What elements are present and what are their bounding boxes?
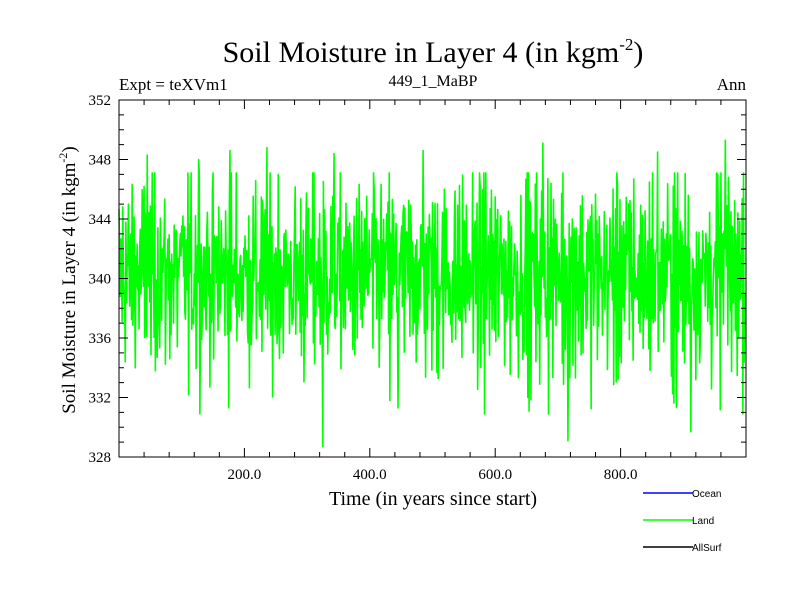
svg-text:Soil Moisture in Layer 4 (in k: Soil Moisture in Layer 4 (in kgm-2) (56, 146, 80, 414)
experiment-label: Expt = teXVm1 (119, 75, 228, 94)
chart-title-superscript: -2 (619, 35, 633, 54)
chart-title-text: Soil Moisture in Layer 4 (in kgm (223, 36, 620, 69)
x-tick-label: 200.0 (228, 467, 262, 483)
y-axis-label-superscript: -2 (56, 153, 70, 163)
y-tick-label: 328 (89, 450, 112, 466)
y-tick-label: 348 (89, 153, 112, 169)
x-axis-label: Time (in years since start) (329, 488, 537, 510)
legend: Ocean Land AllSurf (643, 489, 722, 554)
legend-allsurf-label: AllSurf (692, 543, 722, 554)
y-tick-label: 340 (89, 272, 112, 288)
legend-ocean-label: Ocean (692, 489, 721, 500)
legend-land-label: Land (692, 516, 714, 527)
y-axis-label-text: Soil Moisture in Layer 4 (in kgm (59, 162, 80, 413)
chart-title: Soil Moisture in Layer 4 (in kgm-2) (223, 35, 644, 69)
x-tick-label: 400.0 (353, 467, 387, 483)
y-tick-label: 344 (89, 212, 112, 228)
x-tick-label: 800.0 (604, 467, 638, 483)
y-tick-label: 332 (89, 391, 112, 407)
y-tick-label: 336 (89, 331, 112, 347)
svg-text:Soil Moisture in Layer 4 (in k: Soil Moisture in Layer 4 (in kgm-2) (223, 35, 644, 69)
period-label: 449_1_MaBP (389, 73, 478, 90)
y-axis-label: Soil Moisture in Layer 4 (in kgm-2) (56, 146, 80, 414)
y-axis-ticks: 328 332 336 340 344 348 352 (89, 93, 746, 466)
chart-title-close: ) (633, 36, 643, 69)
x-axis-ticks: 200.0 400.0 600.0 800.0 (118, 100, 747, 483)
x-tick-label: 600.0 (478, 467, 512, 483)
season-label: Ann (717, 75, 747, 94)
y-tick-label: 352 (89, 93, 112, 109)
series-land-line (118, 139, 747, 448)
y-axis-label-close: ) (59, 146, 80, 152)
plot-area (118, 99, 747, 458)
